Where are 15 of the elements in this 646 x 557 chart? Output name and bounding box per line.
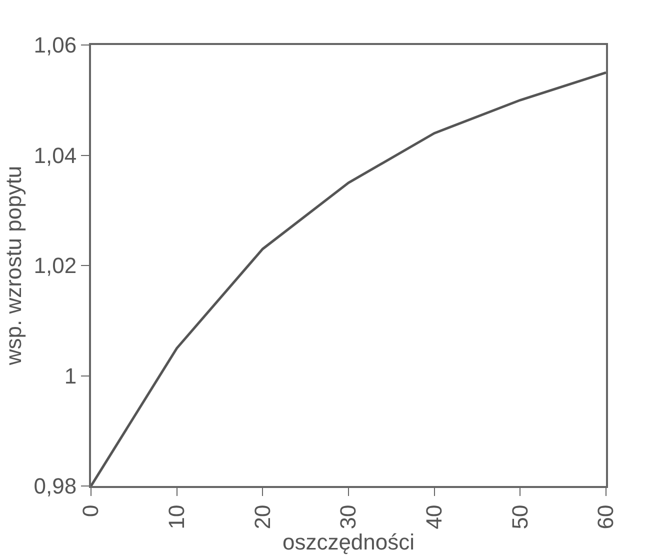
x-tick-label: 60 [593,504,618,530]
x-tick-label: 0 [78,504,104,518]
x-tick-label: 40 [421,504,446,530]
x-tick-label: 10 [164,504,189,530]
x-tick-label: 30 [336,504,361,530]
y-tick-label: 1,06 [34,32,77,58]
y-axis-title: wsp. wzrostu popytu [1,166,26,366]
line-series [91,71,606,486]
y-tick-label: 1,02 [34,253,77,278]
x-axis-title: oszczędności [282,529,415,554]
y-tick-label: 0,98 [34,474,77,499]
x-tick-label: 20 [250,504,275,530]
x-tick-label: 50 [507,504,532,530]
y-tick-label: 1 [64,363,77,388]
y-tick-label: 1,04 [34,142,77,168]
